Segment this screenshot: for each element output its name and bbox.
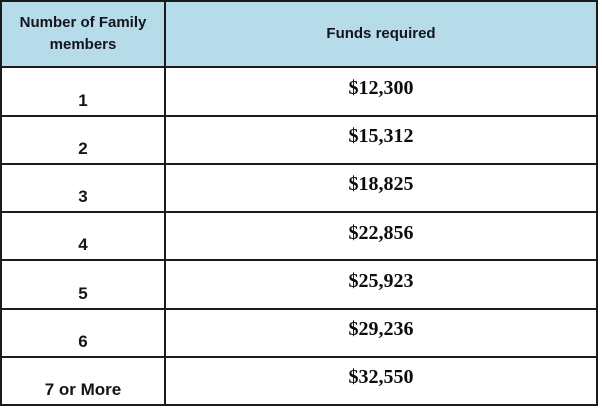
header-number-of-family-members: Number of Family members <box>0 0 166 69</box>
table-row: 2 $15,312 <box>0 114 598 165</box>
members-cell: 7 or More <box>0 355 166 407</box>
table-header-row: Number of Family members Funds required <box>0 0 598 69</box>
funds-cell: $12,300 <box>164 66 598 117</box>
table-row: 5 $25,923 <box>0 259 598 310</box>
members-cell: 1 <box>0 66 166 117</box>
table-row: 7 or More $32,550 <box>0 355 598 407</box>
table-row: 3 $18,825 <box>0 162 598 214</box>
table-row: 1 $12,300 <box>0 66 598 117</box>
funds-cell: $32,550 <box>164 355 598 407</box>
members-cell: 5 <box>0 259 166 310</box>
members-cell: 2 <box>0 114 166 165</box>
funds-cell: $25,923 <box>164 259 598 310</box>
funds-cell: $29,236 <box>164 307 598 358</box>
table-row: 6 $29,236 <box>0 307 598 358</box>
header-funds-required: Funds required <box>164 0 598 69</box>
funds-cell: $15,312 <box>164 114 598 165</box>
funds-cell: $18,825 <box>164 162 598 214</box>
table-row: 4 $22,856 <box>0 211 598 262</box>
members-cell: 3 <box>0 162 166 214</box>
funds-cell: $22,856 <box>164 211 598 262</box>
members-cell: 4 <box>0 211 166 262</box>
members-cell: 6 <box>0 307 166 358</box>
